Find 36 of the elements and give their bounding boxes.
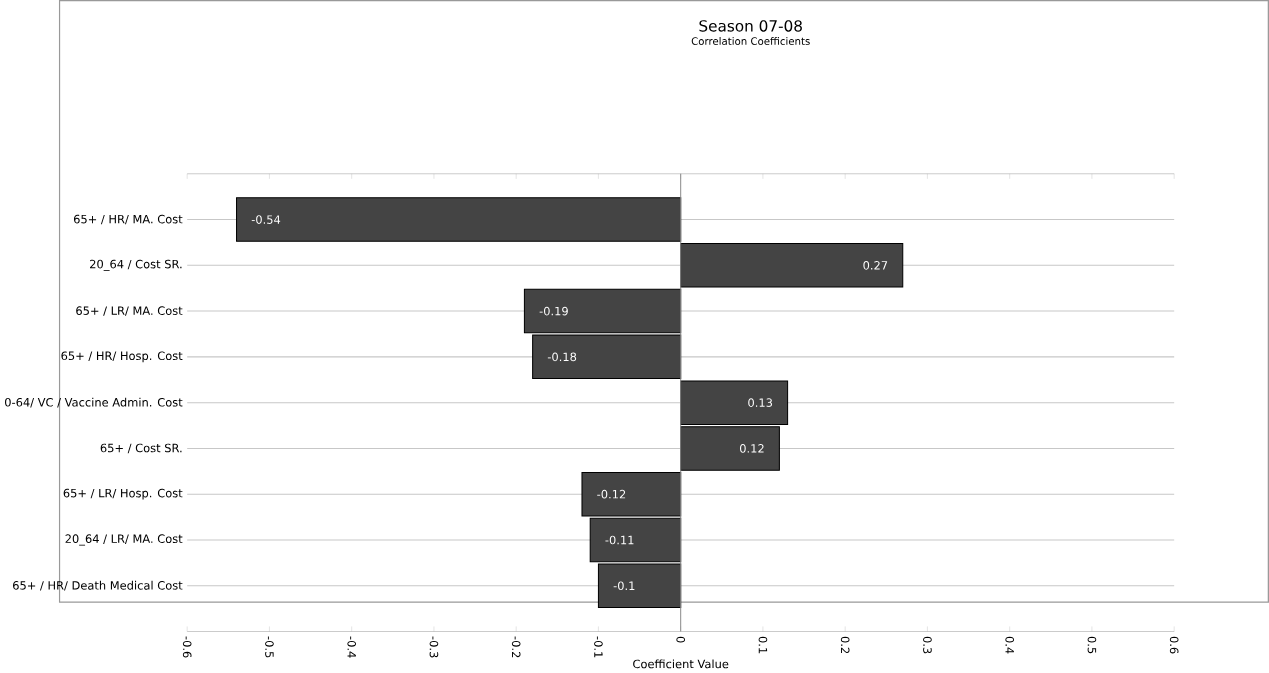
x-tick-label: 0.1 — [758, 636, 768, 654]
y-tick-label: 65+ / HR/ Hosp. Cost — [61, 351, 183, 363]
chart-subtitle: Correlation Coefficients — [691, 37, 810, 46]
data-label: -0.12 — [597, 490, 626, 499]
data-label: 0.13 — [748, 398, 773, 408]
x-tick-label: 0.3 — [923, 636, 932, 654]
data-label: 0.12 — [740, 444, 764, 453]
data-label: -0.18 — [547, 352, 577, 362]
x-tick-label: 0.5 — [1087, 636, 1097, 654]
y-tick-label: 20_64 / Cost SR. — [90, 259, 182, 272]
x-tick-label: 0.2 — [840, 636, 850, 654]
x-tick-label: -0.3 — [429, 636, 439, 658]
x-tick-label: -0.2 — [511, 636, 521, 658]
x-tick-label: 0.6 — [1169, 636, 1179, 654]
data-label: 0.27 — [863, 261, 888, 270]
data-label: -0.11 — [605, 535, 634, 545]
data-label: -0.19 — [539, 307, 568, 316]
y-tick-label: 65+ / HR/ Death Medical Cost — [13, 581, 183, 591]
x-tick-label: -0.4 — [347, 636, 357, 658]
x-tick-label: -0.1 — [594, 636, 603, 658]
x-tick-label: -0.6 — [182, 636, 192, 658]
y-tick-label: 65+ / Cost SR. — [100, 443, 182, 454]
y-tick-label: 20_64 / LR/ MA. Cost — [65, 534, 183, 546]
bar — [680, 243, 904, 288]
y-tick-label: 65+ / HR/ MA. Cost — [73, 215, 183, 225]
x-tick-label: -0.5 — [265, 636, 274, 658]
y-tick-label: 0-64/ VC / Vaccine Admin. Cost — [5, 398, 183, 408]
chart-title: Season 07-08 — [699, 20, 802, 32]
y-tick-label: 65+ / LR/ MA. Cost — [76, 306, 183, 317]
bar — [236, 197, 682, 243]
x-tick-label: 0 — [676, 636, 686, 643]
data-label: -0.54 — [251, 215, 281, 225]
x-axis-title: Coefficient Value — [633, 659, 729, 669]
x-tick-label: 0.4 — [1005, 636, 1015, 654]
data-label: -0.1 — [613, 581, 635, 591]
y-tick-label: 65+ / LR/ Hosp. Cost — [63, 488, 183, 500]
